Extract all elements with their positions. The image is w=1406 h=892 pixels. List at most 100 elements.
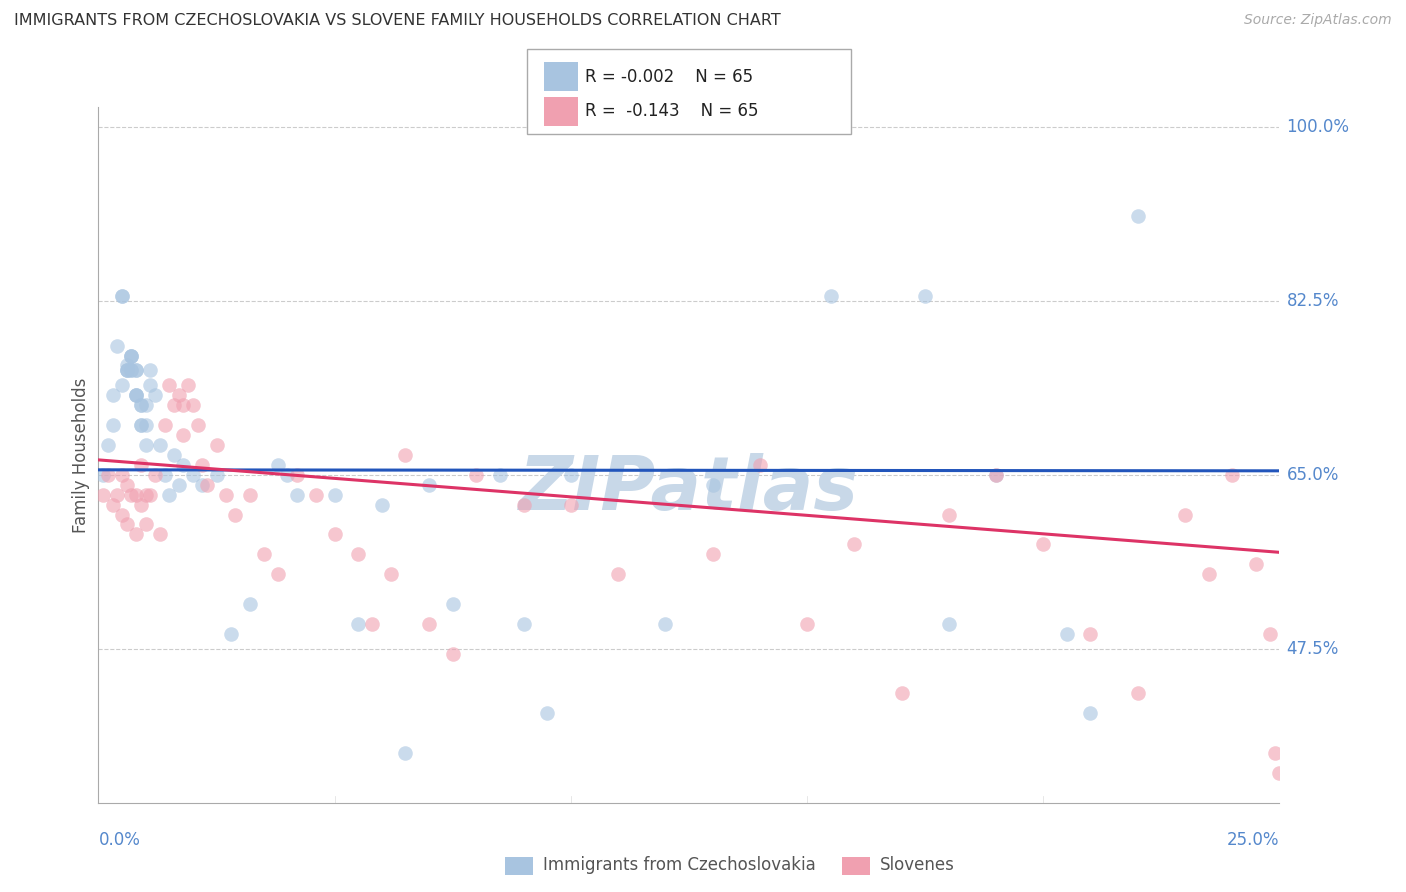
Point — [91, 467, 114, 482]
Point — [371, 498, 394, 512]
Point — [121, 363, 143, 377]
Point — [418, 477, 440, 491]
Point — [135, 488, 157, 502]
Point — [1126, 210, 1149, 224]
Point — [121, 349, 143, 363]
Point — [181, 467, 204, 482]
Point — [129, 398, 152, 412]
Point — [125, 388, 148, 402]
Point — [157, 488, 180, 502]
Point — [139, 363, 162, 377]
Point — [796, 616, 818, 631]
Point — [191, 477, 214, 491]
Point — [938, 508, 960, 522]
Point — [129, 418, 152, 433]
Point — [267, 458, 290, 472]
Point — [1056, 627, 1078, 641]
Point — [135, 517, 157, 532]
Point — [101, 498, 124, 512]
Point — [149, 438, 172, 452]
Point — [285, 467, 308, 482]
Point — [1264, 746, 1286, 760]
Point — [347, 616, 370, 631]
Text: 65.0%: 65.0% — [1286, 466, 1339, 483]
Text: R =  -0.143    N = 65: R = -0.143 N = 65 — [585, 103, 758, 120]
Point — [135, 398, 157, 412]
Text: 82.5%: 82.5% — [1286, 292, 1339, 310]
Point — [111, 508, 134, 522]
Point — [1220, 467, 1243, 482]
Point — [129, 398, 152, 412]
Point — [1080, 706, 1102, 721]
Point — [361, 616, 384, 631]
Point — [205, 438, 228, 452]
Point — [441, 597, 464, 611]
Point — [512, 498, 534, 512]
Point — [1244, 558, 1267, 572]
Text: ZIPatlas: ZIPatlas — [519, 453, 859, 526]
Point — [163, 398, 186, 412]
Point — [105, 488, 128, 502]
Point — [121, 363, 143, 377]
Point — [253, 547, 276, 561]
Point — [135, 418, 157, 433]
Point — [418, 616, 440, 631]
Point — [276, 467, 298, 482]
Point — [219, 627, 242, 641]
Point — [394, 448, 416, 462]
Point — [105, 338, 128, 352]
Point — [157, 378, 180, 392]
Point — [139, 488, 162, 502]
Point — [844, 537, 866, 551]
Point — [115, 363, 138, 377]
Point — [820, 289, 842, 303]
Point — [239, 488, 262, 502]
Point — [607, 567, 630, 582]
Text: R = -0.002    N = 65: R = -0.002 N = 65 — [585, 68, 754, 86]
Point — [143, 388, 166, 402]
Point — [115, 517, 138, 532]
Point — [347, 547, 370, 561]
Point — [91, 488, 114, 502]
Point — [205, 467, 228, 482]
Point — [191, 458, 214, 472]
Point — [914, 289, 936, 303]
Point — [125, 388, 148, 402]
Point — [512, 616, 534, 631]
Point — [167, 477, 190, 491]
Point — [748, 458, 770, 472]
Point — [1268, 766, 1291, 780]
Point — [115, 359, 138, 373]
Point — [111, 289, 134, 303]
Point — [177, 378, 200, 392]
Point — [195, 477, 218, 491]
Point — [267, 567, 290, 582]
Point — [111, 467, 134, 482]
Point — [139, 378, 162, 392]
Point — [153, 418, 176, 433]
Point — [135, 438, 157, 452]
Point — [115, 363, 138, 377]
Point — [115, 477, 138, 491]
Point — [129, 418, 152, 433]
Point — [560, 498, 582, 512]
Point — [143, 467, 166, 482]
Point — [97, 467, 120, 482]
Point — [125, 527, 148, 541]
Text: IMMIGRANTS FROM CZECHOSLOVAKIA VS SLOVENE FAMILY HOUSEHOLDS CORRELATION CHART: IMMIGRANTS FROM CZECHOSLOVAKIA VS SLOVEN… — [14, 13, 780, 29]
Point — [129, 458, 152, 472]
Point — [149, 527, 172, 541]
Point — [172, 428, 194, 442]
Point — [215, 488, 238, 502]
Point — [984, 467, 1007, 482]
Point — [1126, 686, 1149, 700]
Point — [702, 477, 724, 491]
Point — [489, 467, 512, 482]
Point — [1080, 627, 1102, 641]
Point — [323, 527, 346, 541]
Text: Slovenes: Slovenes — [880, 856, 955, 874]
Y-axis label: Family Households: Family Households — [72, 377, 90, 533]
Text: 100.0%: 100.0% — [1286, 118, 1350, 136]
Point — [172, 398, 194, 412]
Text: 25.0%: 25.0% — [1227, 830, 1279, 848]
